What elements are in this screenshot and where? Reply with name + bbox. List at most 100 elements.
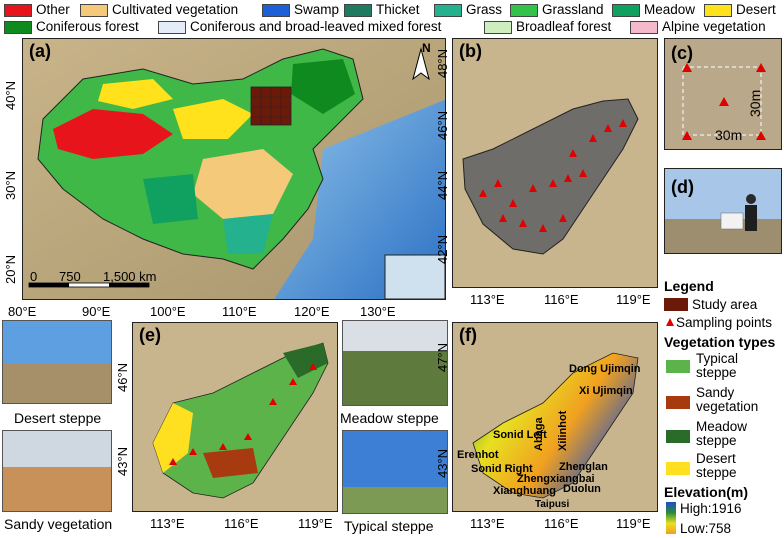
panel-b-label: (b)	[459, 41, 482, 61]
panel-f-elevation: (f) Dong Ujimqin Xi Ujimqin Abaga Xilinh…	[452, 322, 658, 512]
veg-label-meadow: Meadow steppe	[696, 419, 748, 448]
veg-swatch-typical	[666, 360, 690, 373]
legend-label: Meadow	[644, 2, 696, 17]
legend-swatch	[704, 3, 732, 17]
caption-desert-steppe: Desert steppe	[14, 410, 102, 426]
legend-item-grassland: Grassland	[510, 2, 604, 18]
legend-study-area: Study area	[692, 297, 758, 312]
elevation-title: Elevation(m)	[664, 484, 749, 500]
caption-meadow-steppe: Meadow steppe	[340, 410, 439, 426]
scale-label-750: 750	[59, 269, 81, 284]
photo-sandy-vegetation	[2, 430, 112, 512]
scale-label-1500: 1,500 km	[103, 269, 157, 284]
region-meadow	[143, 174, 198, 224]
legend-item-other: Other	[4, 2, 70, 18]
veg-swatch-desert	[666, 462, 690, 475]
place-zhenglan: Zhenglan	[559, 461, 608, 473]
place-sonid-left: Sonid Left	[493, 429, 547, 441]
legend-item-grass: Grass	[434, 2, 502, 18]
field-photo	[665, 169, 781, 253]
legend-label: Desert	[736, 2, 776, 17]
panel-a-lat-40: 40°N	[3, 80, 18, 110]
typical-steppe-region	[152, 342, 329, 499]
region-desert-north	[98, 79, 173, 109]
panel-a-lon-120: 120°E	[294, 304, 330, 319]
panel-c-plot-layout: (c) 30m 30m	[664, 38, 782, 150]
elevation-map	[453, 323, 657, 511]
place-sonid-right: Sonid Right	[471, 463, 533, 475]
panel-e-lat-46: 46°N	[115, 362, 130, 392]
panel-b-lat-42: 42°N	[435, 234, 450, 264]
legend-item-cultivated: Cultivated vegetation	[80, 2, 238, 18]
photo-typical-steppe	[342, 430, 448, 514]
place-zhengxiangbai: Zhengxiangbai	[517, 473, 595, 485]
legend-swatch	[4, 20, 32, 34]
vegetation-type-map	[133, 323, 337, 511]
legend-swatch	[484, 20, 512, 34]
region-grass	[223, 214, 273, 254]
caption-typical-steppe: Typical steppe	[344, 518, 434, 534]
panel-f-lat-47: 47°N	[435, 342, 450, 372]
panel-e-label: (e)	[139, 325, 161, 345]
panel-a-lon-90: 90°E	[82, 304, 111, 319]
sandy-vegetation-region	[203, 448, 258, 478]
panel-a-lat-30: 30°N	[3, 170, 18, 200]
legend-swatch	[630, 20, 658, 34]
place-xianghuang: Xianghuang	[493, 485, 556, 497]
panel-d-field-photo: (d)	[664, 168, 782, 254]
legend-swatch	[262, 3, 290, 17]
legend-item-broadleaf: Broadleaf forest	[484, 19, 611, 35]
panel-e-lat-43: 43°N	[115, 446, 130, 476]
photo-desert-steppe	[2, 320, 112, 404]
legend-item-alpine: Alpine vegetation	[630, 19, 766, 35]
legend-label: Grassland	[542, 2, 604, 17]
legend-label: Broadleaf forest	[516, 19, 612, 34]
panel-a-lon-100: 100°E	[150, 304, 186, 319]
region-coniferous	[291, 59, 355, 114]
legend-title: Legend	[664, 278, 714, 294]
place-xi-ujimqin: Xi Ujimqin	[579, 385, 633, 397]
veg-label-desert: Desert steppe	[696, 451, 737, 480]
panel-b-study-area: (b)	[452, 38, 658, 288]
panel-b-lat-48: 48°N	[435, 48, 450, 78]
plot-layout-diagram	[665, 39, 781, 149]
legend-item-thicket: Thicket	[344, 2, 420, 18]
north-arrow-icon	[412, 47, 430, 81]
place-erenhot: Erenhot	[457, 449, 499, 461]
top-legend: Other Cultivated vegetation Swamp Thicke…	[0, 0, 784, 36]
legend-swatch	[80, 3, 108, 17]
dim-horizontal: 30m	[715, 127, 743, 143]
legend-label: Grass	[466, 2, 503, 17]
scale-bar	[28, 282, 150, 288]
legend-label: Alpine vegetation	[662, 19, 766, 34]
panel-a-lon-130: 130°E	[360, 304, 396, 319]
legend-swatch	[158, 20, 186, 34]
study-area-elevation	[472, 352, 639, 499]
south-china-sea-inset	[384, 254, 445, 299]
panel-b-lat-46: 46°N	[435, 110, 450, 140]
meadow-steppe-region	[283, 343, 328, 378]
legend-swatch	[4, 3, 32, 17]
sampling-point-icon	[666, 318, 674, 326]
legend-swatch	[612, 3, 640, 17]
legend-item-meadow: Meadow	[612, 2, 695, 18]
veg-swatch-sandy	[666, 396, 690, 409]
panel-f-label: (f)	[459, 325, 477, 345]
panel-f-lon-119: 119°E	[616, 516, 651, 531]
place-duolun: Duolun	[563, 483, 601, 495]
legend-item-desert: Desert	[704, 2, 776, 18]
legend-sampling-points: Sampling points	[676, 315, 773, 330]
legend-swatch	[344, 3, 372, 17]
legend-label: Coniferous and broad-leaved mixed forest	[190, 19, 442, 34]
legend-item-coniferous: Coniferous forest	[4, 19, 139, 35]
place-xilinhot: Xilinhot	[557, 410, 569, 451]
photo-meadow-steppe	[342, 320, 448, 406]
china-vegetation-map	[23, 39, 445, 299]
legend-label: Cultivated vegetation	[112, 2, 239, 17]
legend-swatch	[510, 3, 538, 17]
sampling-points-e	[169, 363, 317, 465]
veg-swatch-meadow	[666, 430, 690, 443]
panel-e-lon-116: 116°E	[224, 516, 259, 531]
panel-f-lon-116: 116°E	[544, 516, 579, 531]
sea-area	[274, 99, 445, 299]
